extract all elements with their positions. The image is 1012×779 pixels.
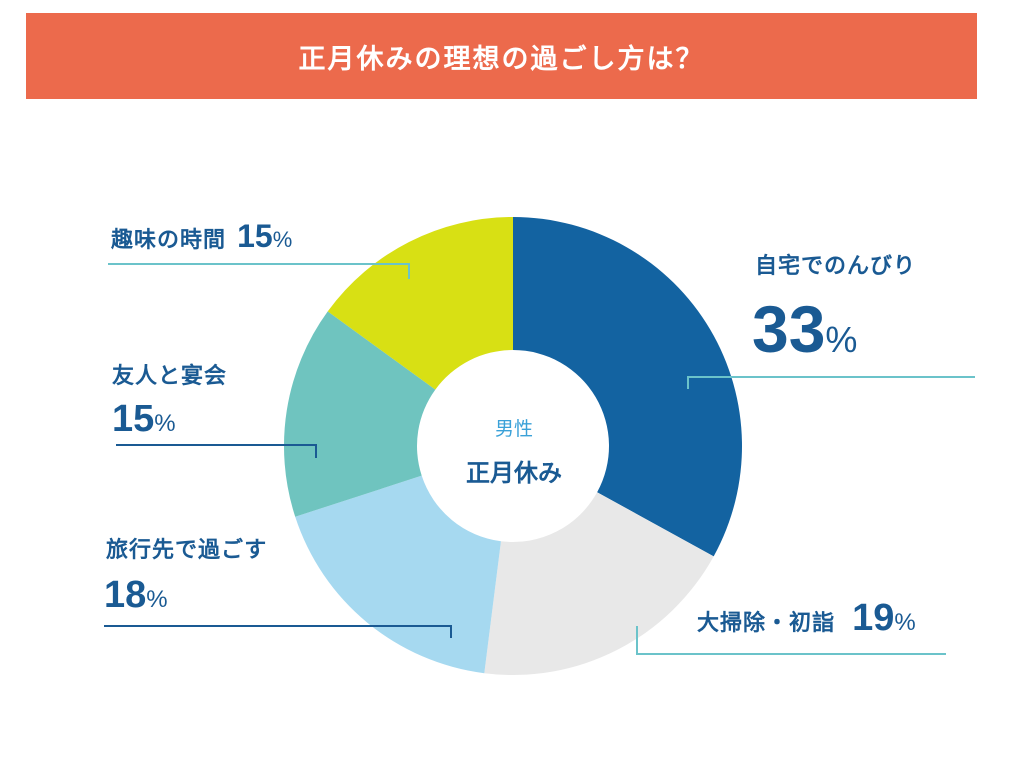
slice-label-home: 自宅でのんびり <box>755 254 917 279</box>
slice-unit-cleaning: % <box>894 609 916 636</box>
slice-percent-party: 15% <box>112 400 176 438</box>
slice-unit-party: % <box>154 410 176 437</box>
donut-slice-party <box>284 311 436 517</box>
leader-line-travel <box>104 625 452 638</box>
donut-slice-home <box>513 217 743 557</box>
slice-unit-hobby: % <box>272 227 293 252</box>
center-main-label: 正月休み <box>466 459 562 487</box>
slice-label-travel: 旅行先で過ごす <box>106 538 268 563</box>
slice-percent-home: 33% <box>752 296 857 362</box>
slice-value-home: 33 <box>752 292 826 366</box>
donut-slice-cleaning <box>484 492 714 675</box>
slice-caption-hobby: 趣味の時間 15% <box>111 220 292 252</box>
slice-percent-travel: 18% <box>104 576 168 614</box>
donut-slice-hobby <box>327 217 513 390</box>
slice-label-hobby: 趣味の時間 <box>111 228 227 253</box>
slice-value-hobby: 15 <box>237 218 273 254</box>
leader-line-cleaning <box>636 626 946 655</box>
slice-caption-cleaning: 大掃除・初詣 19% <box>697 599 916 637</box>
slice-unit-home: % <box>825 319 858 360</box>
slice-unit-travel: % <box>146 586 168 613</box>
slice-value-cleaning: 19 <box>852 597 895 639</box>
donut-slice-travel <box>295 475 501 674</box>
slice-value-travel: 18 <box>104 574 147 616</box>
chart-title: 正月休みの理想の過ごし方は？ <box>298 43 705 75</box>
slice-value-party: 15 <box>112 398 155 440</box>
leader-line-party <box>116 444 317 458</box>
slice-label-party: 友人と宴会 <box>112 364 228 389</box>
leader-line-hobby <box>108 263 410 279</box>
center-sub-label: 男性 <box>494 418 533 440</box>
leader-line-home <box>687 376 975 389</box>
title-banner: 正月休みの理想の過ごし方は？ <box>26 13 977 99</box>
slice-label-cleaning: 大掃除・初詣 <box>697 611 836 636</box>
